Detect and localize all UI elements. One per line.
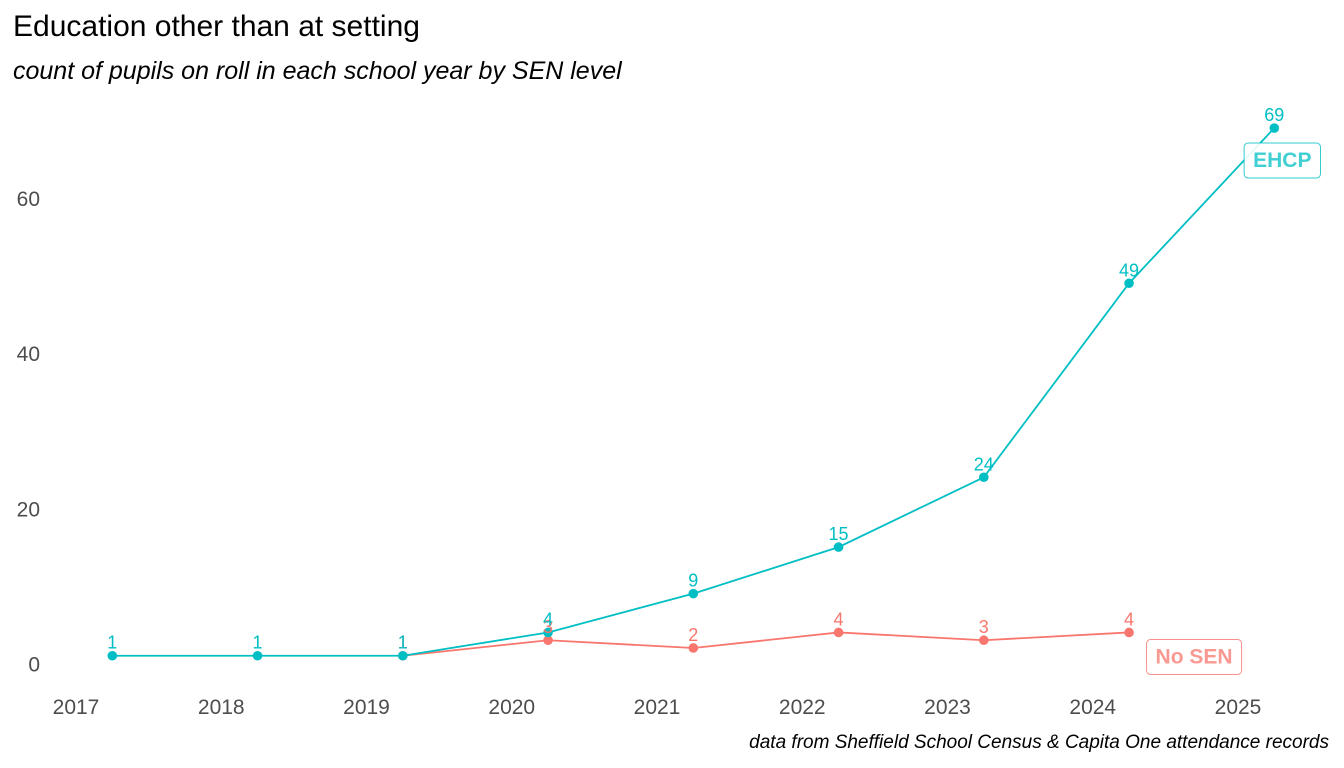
chart-subtitle: count of pupils on roll in each school y… <box>13 57 622 85</box>
ehcp-data-label: 24 <box>974 454 994 474</box>
y-tick-label: 0 <box>28 654 40 677</box>
no-sen-point <box>543 635 553 646</box>
ehcp-data-label: 1 <box>253 633 263 653</box>
ehcp-end-label: EHCP <box>1243 142 1321 179</box>
ehcp-point <box>107 650 118 661</box>
x-tick-label: 2019 <box>343 696 390 719</box>
ehcp-end-label-box <box>1243 142 1321 179</box>
x-tick-label: 2024 <box>1069 696 1116 719</box>
ehcp-point <box>1124 278 1134 289</box>
no-sen-data-label: 3 <box>979 617 989 637</box>
no-sen-point <box>979 635 989 646</box>
ehcp-point <box>979 472 989 483</box>
chart-title: Education other than at setting <box>13 10 420 43</box>
no-sen-end-label-text: No SEN <box>1156 645 1233 668</box>
x-tick-label: 2022 <box>779 696 826 719</box>
no-sen-data-label: 4 <box>834 609 844 629</box>
no-sen-point <box>688 643 699 653</box>
no-sen-data-label: 4 <box>1124 609 1134 629</box>
x-tick-label: 2025 <box>1215 696 1262 719</box>
x-tick-label: 2021 <box>634 696 681 719</box>
no-sen-end-label: No SEN <box>1146 638 1243 675</box>
ehcp-point <box>543 627 553 638</box>
y-tick-label: 20 <box>17 498 40 521</box>
ehcp-data-label: 1 <box>398 633 408 653</box>
chart-caption: data from Sheffield School Census & Capi… <box>749 732 1329 753</box>
y-tick-label: 40 <box>17 343 40 366</box>
ehcp-point <box>252 650 263 661</box>
x-tick-label: 2020 <box>488 696 535 719</box>
ehcp-data-label: 69 <box>1264 105 1284 125</box>
ehcp-end-label-text: EHCP <box>1253 149 1311 172</box>
ehcp-point <box>1269 123 1280 133</box>
y-tick-label: 60 <box>17 188 40 211</box>
x-axis-ticks: 2017 2018 2019 2020 2021 2022 2023 2024 2025 <box>53 696 1262 719</box>
x-tick-label: 2023 <box>924 696 971 719</box>
ehcp-data-label: 1 <box>107 633 117 653</box>
ehcp-data-label: 4 <box>543 609 553 629</box>
no-sen-data-label: 2 <box>688 625 698 645</box>
no-sen-point <box>1124 627 1134 638</box>
no-sen-data-label: 1 <box>398 633 408 653</box>
no-sen-line <box>402 631 1130 657</box>
x-tick-label: 2018 <box>198 696 245 719</box>
ehcp-point <box>833 542 844 552</box>
series-points <box>107 123 1280 661</box>
ehcp-data-label: 49 <box>1119 260 1139 280</box>
ehcp-data-label: 15 <box>829 524 849 544</box>
y-axis-ticks: 0 20 40 60 <box>17 188 40 677</box>
no-sen-point <box>833 627 844 638</box>
ehcp-data-label: 9 <box>688 571 698 591</box>
x-tick-label: 2017 <box>53 696 100 719</box>
ehcp-point <box>688 588 699 599</box>
no-sen-data-label: 3 <box>543 617 553 637</box>
ehcp-point <box>398 650 408 661</box>
no-sen-end-label-box <box>1146 638 1243 675</box>
series-end-labels: EHCP No SEN <box>1146 142 1321 675</box>
